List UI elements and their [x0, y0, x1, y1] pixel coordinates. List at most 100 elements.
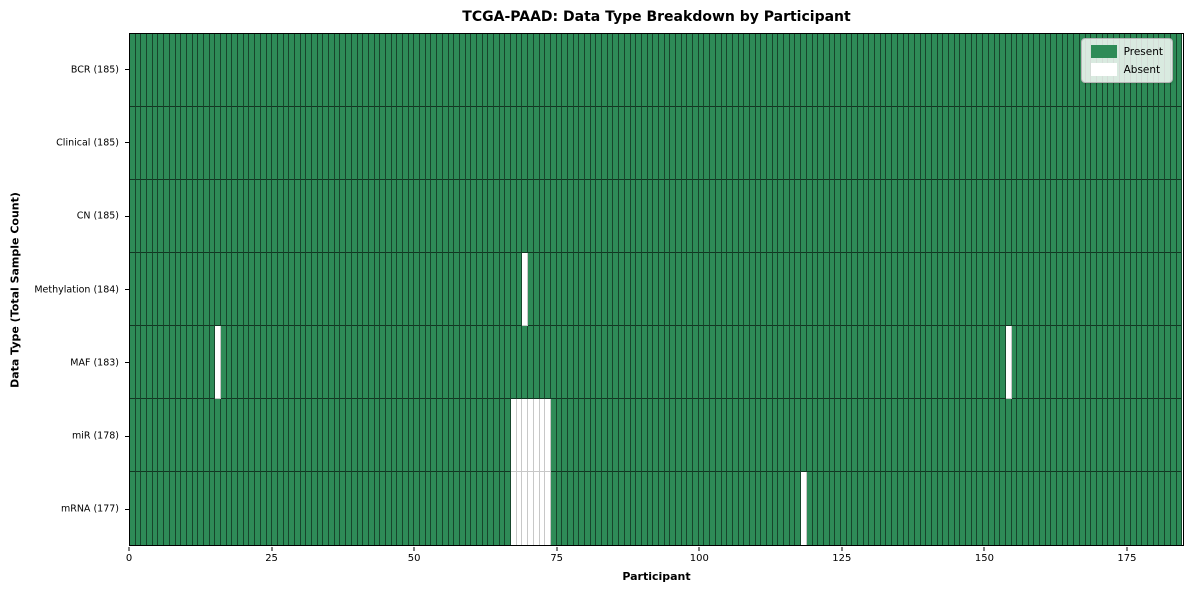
present-cell — [425, 253, 432, 326]
present-cell — [960, 180, 967, 253]
present-cell — [1096, 107, 1103, 180]
present-cell — [494, 34, 500, 107]
present-cell — [198, 399, 204, 472]
present-cell — [607, 107, 614, 180]
present-cell — [818, 253, 824, 326]
present-cell — [579, 472, 585, 545]
present-cell — [1085, 253, 1092, 326]
absent-cell — [511, 472, 517, 545]
present-cell — [300, 34, 307, 107]
present-cell — [573, 107, 580, 180]
present-cell — [914, 399, 921, 472]
y-tick-mark — [125, 142, 129, 144]
present-cell — [869, 253, 876, 326]
present-cell — [1034, 180, 1040, 253]
present-cell — [306, 180, 312, 253]
present-cell — [363, 34, 369, 107]
present-cell — [784, 399, 790, 472]
y-tick-label-Methylation: Methylation (184) — [34, 284, 119, 295]
present-cell — [664, 326, 671, 399]
present-cell — [926, 107, 932, 180]
present-cell — [897, 34, 904, 107]
present-cell — [562, 180, 568, 253]
present-cell — [403, 180, 409, 253]
present-cell — [903, 253, 910, 326]
present-cell — [1057, 180, 1063, 253]
present-cell — [368, 326, 375, 399]
present-cell — [966, 253, 972, 326]
present-cell — [641, 34, 648, 107]
present-cell — [880, 472, 887, 545]
present-cell — [385, 253, 392, 326]
present-cell — [232, 180, 239, 253]
present-cell — [988, 180, 995, 253]
present-cell — [431, 180, 438, 253]
present-cell — [135, 107, 142, 180]
present-cell — [624, 399, 631, 472]
y-tick-label-BCR: BCR (185) — [70, 64, 119, 76]
present-cell — [380, 326, 386, 399]
present-cell — [431, 399, 438, 472]
present-cell — [596, 472, 603, 545]
present-cell — [863, 180, 870, 253]
present-cell — [494, 107, 500, 180]
present-cell — [914, 107, 921, 180]
present-cell — [767, 326, 773, 399]
present-cell — [152, 253, 159, 326]
present-cell — [613, 34, 620, 107]
present-cell — [892, 107, 898, 180]
present-cell — [1011, 180, 1018, 253]
present-cell — [482, 253, 489, 326]
present-cell — [158, 253, 165, 326]
present-cell — [954, 326, 961, 399]
present-cell — [1108, 399, 1114, 472]
present-cell — [789, 34, 796, 107]
present-swatch-icon — [1090, 45, 1117, 58]
present-cell — [1000, 399, 1006, 472]
present-cell — [494, 180, 500, 253]
present-cell — [459, 180, 466, 253]
present-cell — [1057, 107, 1063, 180]
present-cell — [681, 34, 688, 107]
present-cell — [789, 107, 796, 180]
present-cell — [585, 107, 591, 180]
present-cell — [476, 107, 483, 180]
present-cell — [886, 180, 893, 253]
present-cell — [971, 472, 978, 545]
chart-title: TCGA-PAAD: Data Type Breakdown by Partic… — [462, 9, 851, 25]
present-cell — [448, 180, 455, 253]
present-cell — [1017, 326, 1023, 399]
present-cell — [1045, 472, 1052, 545]
present-cell — [852, 253, 858, 326]
plot-area — [129, 33, 1184, 546]
present-cell — [829, 253, 836, 326]
present-cell — [226, 472, 233, 545]
present-cell — [715, 326, 722, 399]
present-cell — [590, 472, 597, 545]
present-cell — [488, 472, 494, 545]
present-cell — [806, 472, 813, 545]
present-cell — [414, 472, 421, 545]
present-cell — [852, 326, 858, 399]
present-cell — [368, 34, 375, 107]
present-cell — [181, 180, 187, 253]
present-cell — [971, 253, 978, 326]
present-cell — [738, 399, 745, 472]
present-cell — [1159, 107, 1166, 180]
present-cell — [818, 472, 824, 545]
present-cell — [539, 180, 546, 253]
present-cell — [459, 472, 466, 545]
present-cell — [914, 180, 921, 253]
present-cell — [130, 107, 136, 180]
present-cell — [721, 34, 728, 107]
absent-cell — [545, 399, 551, 472]
present-cell — [488, 34, 494, 107]
present-cell — [715, 399, 722, 472]
present-cell — [1068, 472, 1075, 545]
present-cell — [806, 399, 813, 472]
present-cell — [579, 107, 585, 180]
present-cell — [357, 326, 364, 399]
present-cell — [1176, 180, 1183, 253]
present-cell — [755, 34, 762, 107]
present-cell — [971, 180, 978, 253]
